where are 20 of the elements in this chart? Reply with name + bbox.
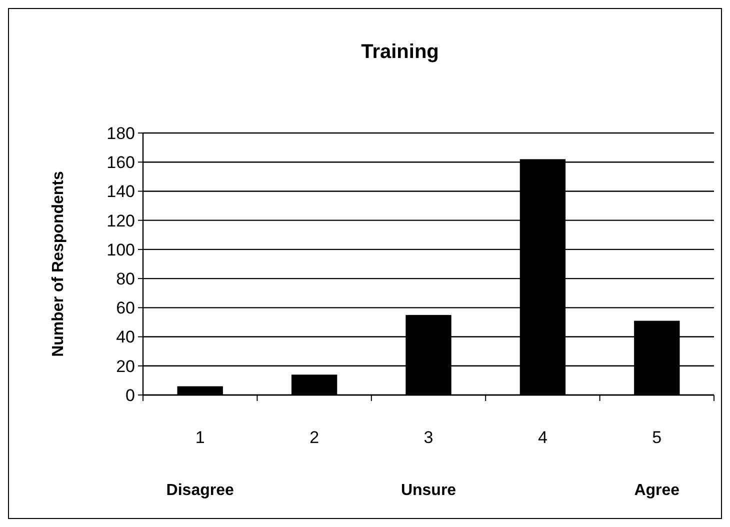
x-tick-label: 1 — [195, 428, 205, 447]
y-tick-label: 120 — [106, 211, 135, 230]
y-tick-label: 160 — [106, 153, 135, 172]
text: Unsure — [400, 482, 456, 499]
x-tick-label: 2 — [310, 428, 320, 447]
x-tick-label: 4 — [538, 428, 548, 447]
text: Disagree — [166, 482, 234, 499]
y-tick-label: 60 — [116, 298, 135, 318]
y-tick-label: 20 — [116, 356, 135, 376]
y-tick-label: 40 — [116, 328, 135, 347]
text: Agree — [634, 482, 680, 499]
y-axis-title: Number of Respondents — [50, 171, 67, 357]
x-tick-label: 3 — [424, 428, 434, 447]
x-tick-label: 5 — [652, 428, 662, 447]
chart-title: Training — [361, 41, 439, 63]
y-tick-label: 80 — [116, 270, 135, 289]
y-tick-label: 100 — [106, 240, 135, 260]
y-tick-label: 180 — [106, 124, 135, 143]
y-tick-label: 140 — [106, 182, 135, 202]
y-tick-label: 0 — [126, 386, 135, 405]
